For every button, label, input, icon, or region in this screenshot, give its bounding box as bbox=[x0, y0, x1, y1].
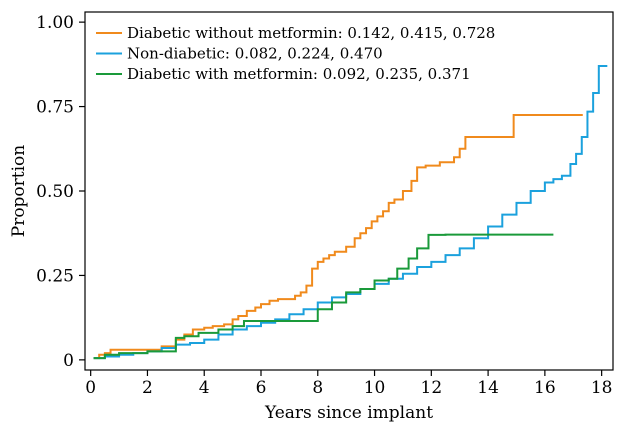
x-tick-label: 0 bbox=[85, 378, 96, 398]
y-axis: 0 0.25 0.50 0.75 1.00 bbox=[36, 13, 85, 371]
x-tick-label: 14 bbox=[477, 378, 499, 398]
x-tick-label: 18 bbox=[591, 378, 613, 398]
series-line-0 bbox=[93, 114, 583, 360]
y-axis-label: Proportion bbox=[9, 145, 29, 238]
y-tick-label: 0.50 bbox=[36, 182, 74, 202]
series-line-2 bbox=[93, 233, 554, 360]
x-tick-label: 16 bbox=[534, 378, 556, 398]
legend: Diabetic without metformin: 0.142, 0.415… bbox=[96, 24, 495, 83]
x-axis: 0 2 4 6 8 10 12 14 16 18 bbox=[85, 370, 612, 398]
legend-label-0: Diabetic without metformin: 0.142, 0.415… bbox=[127, 24, 495, 42]
series-layer bbox=[93, 65, 608, 360]
x-tick-label: 8 bbox=[312, 378, 323, 398]
y-tick-label: 0.25 bbox=[36, 266, 74, 286]
x-tick-label: 6 bbox=[256, 378, 267, 398]
y-tick-label: 0.75 bbox=[36, 98, 74, 118]
x-tick-label: 4 bbox=[199, 378, 210, 398]
legend-label-1: Non-diabetic: 0.082, 0.224, 0.470 bbox=[127, 45, 383, 63]
x-tick-label: 12 bbox=[421, 378, 443, 398]
x-axis-label: Years since implant bbox=[264, 403, 433, 423]
y-tick-label: 0 bbox=[63, 351, 74, 371]
y-tick-label: 1.00 bbox=[36, 13, 74, 33]
x-tick-label: 10 bbox=[364, 378, 386, 398]
x-tick-label: 2 bbox=[142, 378, 153, 398]
legend-label-2: Diabetic with metformin: 0.092, 0.235, 0… bbox=[127, 65, 471, 83]
series-line-1 bbox=[93, 65, 608, 360]
